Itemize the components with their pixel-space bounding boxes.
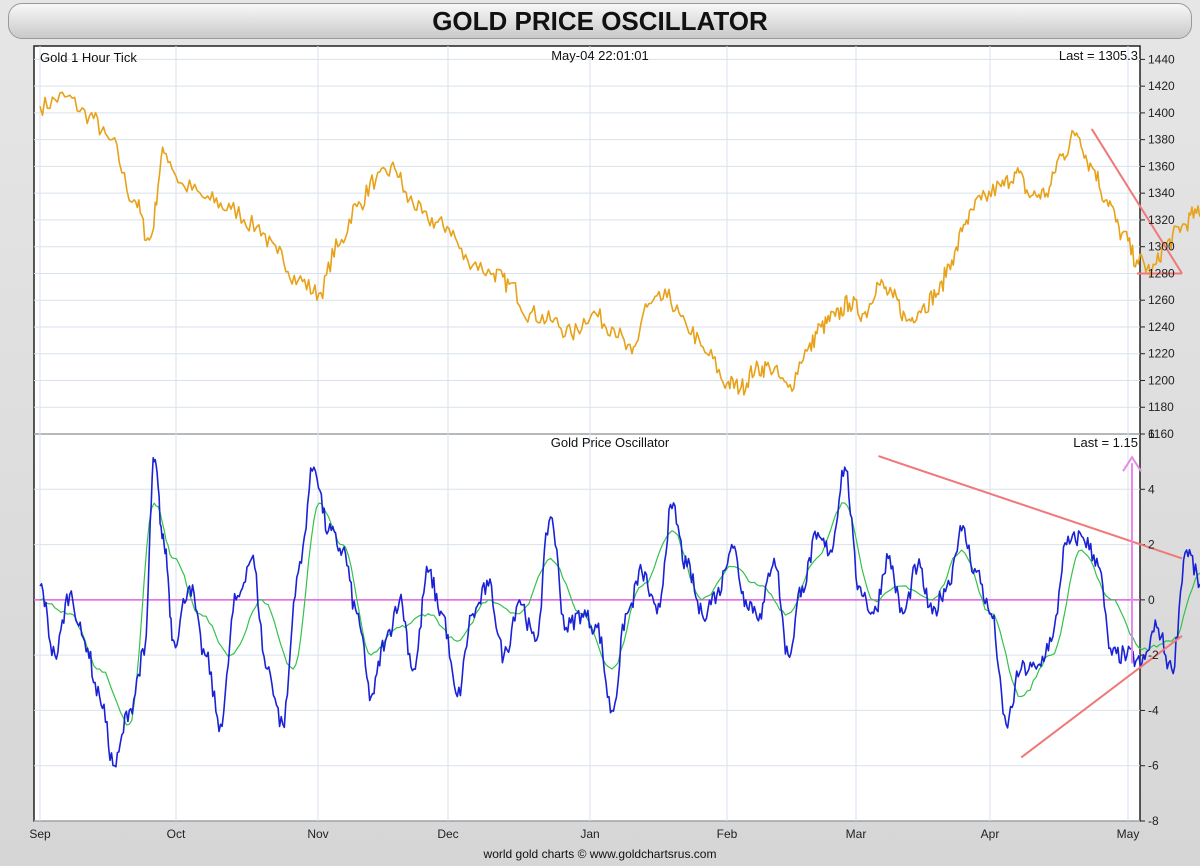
- y-tick-label: 1280: [1148, 266, 1175, 280]
- x-tick-label: Nov: [307, 827, 328, 841]
- y-tick-label: 1160: [1148, 427, 1174, 441]
- x-tick-label: Dec: [437, 827, 458, 841]
- up-arrow-head: [1122, 455, 1142, 472]
- y-tick-label: 1220: [1148, 347, 1175, 361]
- x-tick-label: Jan: [580, 827, 599, 841]
- y-tick-label: 1260: [1148, 293, 1175, 307]
- price-last-value: Last = 1305.3: [1059, 48, 1138, 63]
- y-tick-label: 4: [1148, 482, 1155, 496]
- y-tick-label: 1180: [1148, 400, 1174, 414]
- x-tick-label: Sep: [29, 827, 51, 841]
- y-tick-label: 6: [1148, 427, 1155, 441]
- y-tick-label: -6: [1148, 759, 1159, 773]
- price-series-line: [39, 91, 1200, 396]
- price-panel-timestamp: May-04 22:01:01: [551, 48, 649, 63]
- x-tick-label: Apr: [981, 827, 1000, 841]
- signal-series-line: [39, 502, 1200, 726]
- y-tick-label: 1340: [1148, 186, 1175, 200]
- y-tick-label: 1200: [1148, 373, 1175, 387]
- y-tick-label: 1380: [1148, 133, 1175, 147]
- y-tick-label: 2: [1148, 538, 1155, 552]
- oscillator-last-value: Last = 1.15: [1073, 435, 1138, 450]
- trendline: [1020, 634, 1183, 759]
- x-tick-label: May: [1117, 827, 1140, 841]
- y-tick-label: 1440: [1148, 52, 1175, 66]
- y-tick-label: 1360: [1148, 159, 1175, 173]
- y-tick-label: 1320: [1148, 213, 1175, 227]
- source-credit: world gold charts © www.goldchartsrus.co…: [483, 847, 717, 861]
- y-tick-label: -2: [1148, 648, 1159, 662]
- trendline: [1090, 128, 1183, 274]
- oscillator-panel-title: Gold Price Oscillator: [551, 435, 670, 450]
- y-tick-label: -4: [1148, 703, 1159, 717]
- y-tick-label: -8: [1148, 814, 1159, 828]
- price-panel-label: Gold 1 Hour Tick: [40, 50, 137, 65]
- y-tick-label: 1300: [1148, 240, 1175, 254]
- y-tick-label: 1240: [1148, 320, 1175, 334]
- page-title: GOLD PRICE OSCILLATOR: [8, 3, 1192, 39]
- y-tick-label: 1420: [1148, 79, 1175, 93]
- y-tick-label: 0: [1148, 593, 1155, 607]
- oscillator-series-line: [39, 457, 1200, 768]
- x-tick-label: Oct: [167, 827, 186, 841]
- y-tick-label: 1400: [1148, 106, 1175, 120]
- x-tick-label: Mar: [846, 827, 867, 841]
- x-tick-label: Feb: [717, 827, 738, 841]
